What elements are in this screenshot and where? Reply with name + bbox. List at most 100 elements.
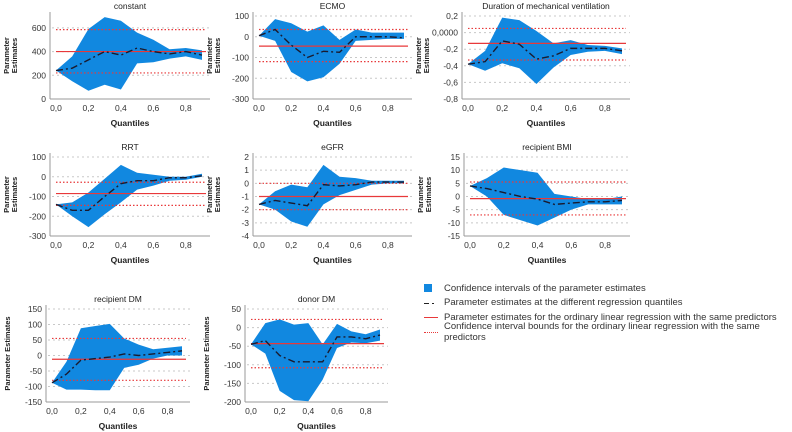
y-axis-label-line: Parameter <box>205 176 214 213</box>
panel-title: eGFR <box>321 142 344 152</box>
y-tick-label: 0 <box>41 94 46 104</box>
x-tick-label: 0,0 <box>464 240 476 250</box>
ci-band <box>52 323 182 391</box>
y-tick-label: 150 <box>28 304 42 314</box>
y-tick-label: 0 <box>244 178 249 188</box>
quantile-estimate-line <box>55 47 203 72</box>
legend-item-ols-estimate: Parameter estimates for the ordinary lin… <box>424 310 792 325</box>
y-tick-label: 2 <box>244 152 249 162</box>
y-axis-label-line: Estimates <box>424 177 433 212</box>
y-tick-label: 0 <box>236 323 241 333</box>
y-tick-label: -0,8 <box>443 94 458 104</box>
x-tick-label: 0,0 <box>253 240 265 250</box>
y-tick-label: 600 <box>32 23 46 33</box>
y-tick-label: 100 <box>32 152 46 162</box>
x-tick-label: 0,2 <box>274 406 286 416</box>
x-tick-label: 0,0 <box>50 240 62 250</box>
x-axis-label: Quantiles <box>528 255 567 265</box>
y-axis-label-line: Estimates <box>213 38 222 73</box>
y-tick-label: 0,2 <box>446 11 458 21</box>
ci-band <box>468 17 622 85</box>
x-tick-label: 0,4 <box>302 406 314 416</box>
y-tick-label: -3 <box>241 218 249 228</box>
x-tick-label: 0,4 <box>318 103 330 113</box>
y-axis-label-line: Parameter <box>414 37 423 74</box>
y-tick-label: -4 <box>241 231 249 241</box>
x-tick-label: 0,0 <box>245 406 257 416</box>
x-tick-label: 0,8 <box>382 240 394 250</box>
legend-swatch-dotted <box>424 327 438 337</box>
y-tick-label: -200 <box>232 73 249 83</box>
y-tick-label: 0 <box>41 172 46 182</box>
x-tick-label: 0,2 <box>496 103 508 113</box>
y-tick-label: 0 <box>455 192 460 202</box>
y-tick-label: 1 <box>244 165 249 175</box>
x-tick-label: 0,4 <box>318 240 330 250</box>
x-tick-label: 0,8 <box>382 103 394 113</box>
y-tick-label: -50 <box>30 366 43 376</box>
y-tick-label: -100 <box>25 382 42 392</box>
panel-rrt: -300 -200 -100 0 100 0,0 0,2 0,4 0,6 0,8 RRT Quanti… <box>2 142 210 265</box>
y-tick-label: -10 <box>448 218 461 228</box>
y-tick-label: -2 <box>241 205 249 215</box>
x-tick-label: 0,4 <box>115 103 127 113</box>
panel-donor-dm: -200 -150 -100 -50 0 50 0,0 0,2 0,4 0,6 0,8 donor D… <box>202 294 388 431</box>
panel-duration-of-mechanical-ventilation: -0,8 -0,6 -0,4 -0,2 0,0000 0,2 0,0 0,2 0,4 0,6 0,8… <box>414 1 630 128</box>
legend-swatch-fill <box>424 283 438 293</box>
legend-item-quantile-estimate: Parameter estimates at the different reg… <box>424 296 792 311</box>
y-axis-label: ParameterEstimates <box>416 176 433 213</box>
quantile-estimate-line <box>467 40 623 65</box>
y-tick-label: 200 <box>32 70 46 80</box>
ci-band <box>259 19 404 82</box>
y-tick-label: -0,4 <box>443 61 458 71</box>
y-tick-label: 5 <box>455 178 460 188</box>
y-axis-label: ParameterEstimates <box>205 37 222 74</box>
x-tick-label: 0,8 <box>599 103 611 113</box>
y-axis-label: Parameter Estimates <box>202 316 211 390</box>
y-tick-label: -200 <box>29 211 46 221</box>
x-tick-label: 0,4 <box>115 240 127 250</box>
x-axis-label: Quantiles <box>527 118 566 128</box>
x-tick-label: 0,6 <box>350 103 362 113</box>
x-tick-label: 0,8 <box>180 240 192 250</box>
x-tick-label: 0,8 <box>180 103 192 113</box>
quantile-estimate-line <box>55 175 203 212</box>
y-tick-label: -50 <box>229 341 242 351</box>
y-axis-label-line: Estimates <box>213 177 222 212</box>
legend-label: Confidence intervals of the parameter es… <box>444 282 646 294</box>
y-axis-label-line: Parameter <box>416 176 425 213</box>
ci-band <box>470 167 622 226</box>
x-tick-label: 0,6 <box>331 406 343 416</box>
y-tick-label: 50 <box>232 304 242 314</box>
y-tick-label: -5 <box>452 205 460 215</box>
y-tick-label: 400 <box>32 47 46 57</box>
ci-band <box>251 319 380 402</box>
x-axis-label: Quantiles <box>297 421 336 431</box>
y-tick-label: 100 <box>28 320 42 330</box>
panel-title: ECMO <box>320 1 346 11</box>
quantile-estimate-line <box>469 185 623 206</box>
y-axis-label-line: Estimates <box>422 38 431 73</box>
x-tick-label: 0,6 <box>350 240 362 250</box>
panel-title: donor DM <box>298 294 335 304</box>
x-tick-label: 0,0 <box>50 103 62 113</box>
x-axis-label: Quantiles <box>313 118 352 128</box>
panel-title: constant <box>114 1 147 11</box>
x-axis-label: Quantiles <box>99 421 138 431</box>
y-tick-label: -0,2 <box>443 44 458 54</box>
x-tick-label: 0,6 <box>147 103 159 113</box>
x-tick-label: 0,6 <box>565 240 577 250</box>
ci-band <box>56 164 202 228</box>
y-tick-label: -15 <box>448 231 461 241</box>
panel-title: RRT <box>121 142 138 152</box>
y-tick-label: -150 <box>224 378 241 388</box>
y-tick-label: 50 <box>33 335 43 345</box>
x-tick-label: 0,2 <box>75 406 87 416</box>
x-tick-label: 0,0 <box>46 406 58 416</box>
legend-item-ols-ci: Confidence interval bounds for the ordin… <box>424 321 792 343</box>
y-axis-label: ParameterEstimates <box>2 176 19 213</box>
x-tick-label: 0,4 <box>531 103 543 113</box>
panel-title: Duration of mechanical ventilation <box>482 1 610 11</box>
y-axis-label-line: Parameter <box>2 37 11 74</box>
